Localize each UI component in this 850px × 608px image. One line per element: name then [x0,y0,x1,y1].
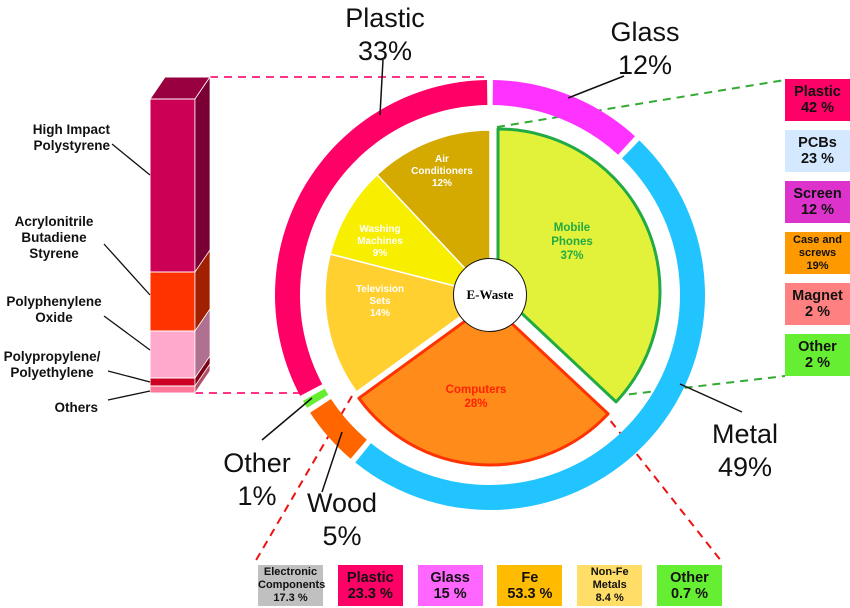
bar-leader [103,243,151,296]
plastic-type-label: Polypropylene/Polyethylene [3,349,101,380]
ring-segment-other [302,388,329,408]
leader-other [261,397,313,441]
plastic-type-label: Polyphenylene Oxide [6,294,102,325]
leader-plastic [379,59,384,116]
mobile-phone-component-box: Other 2 % [785,334,850,376]
wedge-label: Mobile Phones 37% [551,222,593,262]
pie-wedge-air-conditioners [376,129,491,296]
mobile-phone-component-box: Plastic 42 % [785,79,850,121]
leader-metal [679,383,743,413]
computer-component-box: Glass 15 % [417,565,483,606]
bar-segment [149,271,196,332]
bar-segment [149,385,196,394]
computer-component-box: Other 0.7 % [657,565,722,606]
mobile-phone-component-box: Case and screws 19% [785,232,850,274]
computer-component-box: Non-Fe Metals 8.4 % [577,565,643,606]
bar-side-segment [194,362,211,395]
mobile-phone-component-box: Magnet 2 % [785,283,850,325]
bar-segment [149,377,196,387]
pie-wedge-washing-machines [329,173,491,296]
bar-leader [107,370,151,383]
outer-label-glass: Glass 12% [610,17,680,80]
outer-label-metal: Metal 49% [711,419,779,482]
plastic-type-label: High Impact Polystyrene [32,122,110,153]
bar-leader [107,390,151,401]
wedge-label: Computers 28% [445,384,507,410]
ring-segment-plastic [274,80,488,396]
mobile-phone-component-box: Screen 12 % [785,181,850,223]
pie-wedge-mobile-phones [496,127,662,404]
plastic-type-label: Acrylonitrile Butadiene Styrene [14,214,94,261]
outer-label-wood: Wood 5% [306,488,378,551]
pie-wedge-computers [357,301,610,467]
bar-segment [149,330,196,379]
ring-segment-metal [355,140,705,510]
bar-segment [149,98,196,273]
wedge-label: Washing Machines 9% [357,224,403,259]
outer-label-other: Other 1% [223,448,291,511]
bar-leader [103,315,151,351]
ring-segment-glass [492,80,635,155]
connector-mobile-bottom [614,375,786,397]
computer-component-box: Plastic 23.3 % [337,565,403,606]
bar-leader [111,143,151,176]
leader-wood [321,431,343,493]
outer-label-plastic: Plastic 33% [345,3,425,66]
computer-component-box: Electronic Components 17.3 % [258,565,326,606]
pie-wedge-television-sets [324,253,491,393]
wedge-label: Air Conditioners 12% [411,154,473,189]
bar-side-segment [194,75,211,274]
ring-segment-wood [310,399,367,459]
mobile-phone-component-box: PCBs 23 % [785,130,850,172]
center-label: E-Waste [453,258,527,332]
plastic-type-label: Others [54,400,98,415]
leader-glass [567,75,625,99]
connector-mobile-top [496,79,786,128]
computer-component-box: Fe 53.3 % [497,565,563,606]
wedge-label: Television Sets 14% [355,284,405,319]
